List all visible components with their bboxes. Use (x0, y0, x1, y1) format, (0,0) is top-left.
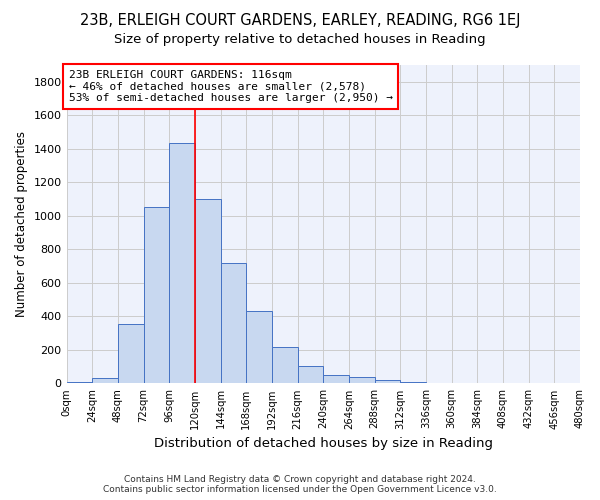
Bar (169, 143, 195, 384)
Bar (67, 382, 92, 384)
Bar (195, 199, 221, 384)
Text: 23B ERLEIGH COURT GARDENS: 116sqm
← 46% of detached houses are smaller (2,578)
5: 23B ERLEIGH COURT GARDENS: 116sqm ← 46% … (68, 70, 392, 103)
Bar (400, 382, 426, 384)
X-axis label: Distribution of detached houses by size in Reading: Distribution of detached houses by size … (154, 437, 493, 450)
Y-axis label: Number of detached properties: Number of detached properties (15, 131, 28, 317)
Bar (323, 374, 349, 384)
Bar (298, 366, 323, 384)
Bar (92, 378, 118, 384)
Bar (246, 311, 272, 384)
Bar (143, 206, 169, 384)
Text: 23B, ERLEIGH COURT GARDENS, EARLEY, READING, RG6 1EJ: 23B, ERLEIGH COURT GARDENS, EARLEY, READ… (80, 12, 520, 28)
Text: Size of property relative to detached houses in Reading: Size of property relative to detached ho… (114, 32, 486, 46)
Bar (349, 377, 374, 384)
Bar (272, 346, 298, 384)
Bar (374, 380, 400, 384)
Text: Contains HM Land Registry data © Crown copyright and database right 2024.
Contai: Contains HM Land Registry data © Crown c… (103, 474, 497, 494)
Bar (221, 263, 246, 384)
Bar (118, 324, 143, 384)
